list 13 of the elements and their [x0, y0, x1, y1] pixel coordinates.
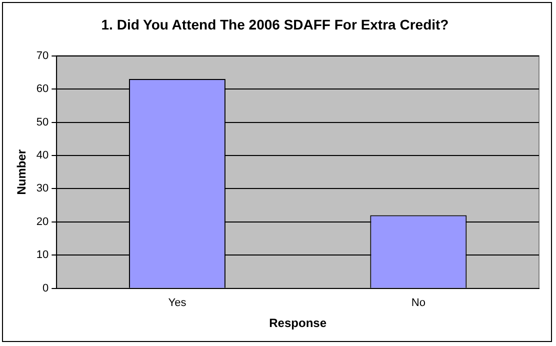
- x-tick-label: Yes: [168, 297, 187, 310]
- y-tick-label: 20: [36, 216, 49, 228]
- y-axis-title: Number: [14, 149, 29, 195]
- y-tick-label: 10: [36, 249, 49, 262]
- y-tick-label: 0: [42, 282, 49, 294]
- y-tick-label: 30: [36, 182, 49, 195]
- y-tick-label: 60: [36, 83, 49, 96]
- y-tick-label: 50: [36, 116, 49, 128]
- x-axis-title: Response: [269, 316, 327, 330]
- x-tick-label: No: [411, 297, 426, 310]
- y-tick-label: 40: [36, 150, 49, 162]
- y-tick-label: 70: [36, 50, 49, 62]
- chart-title: 1. Did You Attend The 2006 SDAFF For Extra Credit?: [101, 16, 449, 32]
